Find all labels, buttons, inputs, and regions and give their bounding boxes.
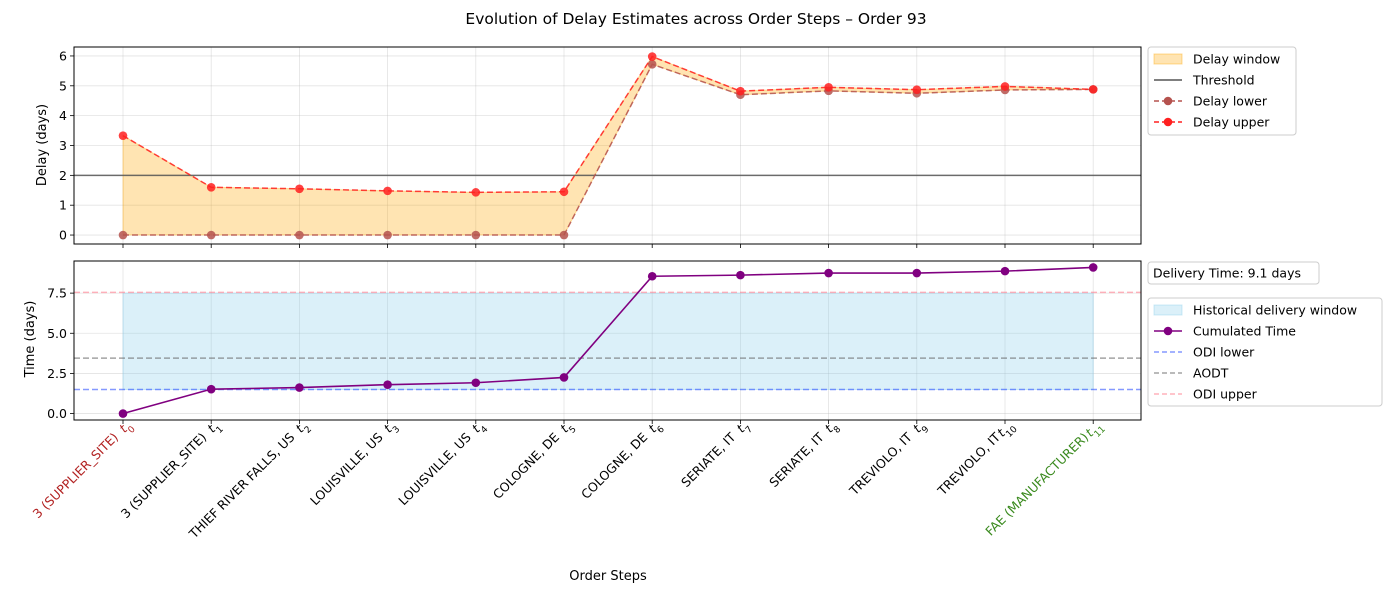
top-ytick-label: 6	[59, 48, 67, 63]
delay-upper-point	[647, 52, 657, 61]
cumulated-time-point	[206, 384, 216, 394]
x-tick-step-label: t1	[204, 418, 226, 440]
legend-label-delay-window: Delay window	[1193, 52, 1280, 67]
delay-lower-point	[383, 230, 392, 240]
cumulated-time-point	[647, 271, 657, 281]
legend-box	[1147, 297, 1383, 407]
delay-lower-point	[206, 230, 216, 240]
bottom-ytick-label: 7.5	[47, 286, 67, 301]
cumulated-time-point	[383, 380, 392, 389]
top-frame	[73, 46, 1142, 245]
bottom-frame	[73, 260, 1142, 421]
legend-label-cumulated-time: Cumulated Time	[1193, 324, 1296, 339]
x-tick-label: LOUISVILLE, US	[395, 429, 474, 508]
top-ytick-label: 5	[59, 78, 67, 93]
x-tick-step-label: t6	[645, 417, 667, 439]
legend-box	[1147, 261, 1320, 285]
x-tick-label: COLOGNE, DE	[578, 429, 650, 501]
delay-upper-point	[559, 187, 569, 197]
delay-upper-point	[471, 188, 481, 197]
delay-upper-point	[912, 85, 922, 94]
x-tick-step-label: t0	[116, 417, 138, 439]
delivery-time-annotation: Delivery Time: 9.1 days	[1153, 266, 1301, 281]
x-tick-label: FAE (MANUFACTURER)	[982, 430, 1091, 539]
delay-upper-point	[118, 131, 128, 140]
legend-label-threshold: Threshold	[1192, 73, 1255, 88]
legend-marker-delay-lower	[1163, 96, 1173, 106]
bottom-ytick-label: 0.0	[47, 406, 67, 421]
delay-lower-point	[647, 60, 657, 69]
bottom-ytick-label: 5.0	[47, 326, 67, 341]
legend-marker-cumulated-time	[1163, 326, 1173, 336]
top-ytick-label: 0	[59, 228, 67, 243]
delay-panel: 0 1 2 3 4 5 6	[59, 46, 1142, 248]
top-ylabel: Delay (days)	[35, 104, 50, 186]
delay-lower-point	[295, 230, 304, 240]
x-tick-step-label: t2	[292, 418, 314, 440]
cumulated-time-point	[736, 270, 745, 280]
legend-label-odi-upper: ODI upper	[1193, 387, 1258, 402]
delay-upper-point	[824, 82, 833, 92]
cumulated-time-point	[912, 268, 922, 278]
legend-label-delay-lower: Delay lower	[1193, 94, 1268, 109]
delay-upper-line	[122, 55, 1094, 194]
cumulated-time-point	[295, 383, 304, 392]
legend-label-aodt: AODT	[1193, 366, 1229, 381]
x-tick-label: 3 (SUPPLIER_SITE)	[118, 430, 210, 522]
bottom-ytick-label: 2.5	[47, 366, 67, 381]
bottom-ylabel: Time (days)	[23, 301, 38, 379]
delay-upper-point	[206, 182, 216, 192]
x-tick-step-label: t7	[733, 418, 755, 440]
legend-swatch-delay-window	[1153, 53, 1183, 65]
x-tick-step-label: t5	[557, 418, 579, 440]
time-legend: Delivery Time: 9.1 days Historical delive…	[1147, 261, 1383, 407]
legend-box	[1147, 46, 1297, 136]
top-ytick-label: 4	[59, 108, 67, 123]
delay-legend: Delay window Threshold Delay lower Delay up…	[1147, 46, 1297, 136]
cumulated-time-point	[471, 378, 481, 388]
delay-upper-point	[295, 184, 304, 194]
legend-marker-delay-upper	[1163, 117, 1173, 127]
x-tick-labels: 3 (SUPPLIER_SITE)t03 (SUPPLIER_SITE)t1TH…	[30, 417, 1108, 542]
x-tick-label: TREVIOLO, IT	[934, 429, 1003, 498]
delay-lower-point	[471, 230, 481, 240]
cumulated-time-point	[824, 268, 833, 278]
top-ytick-label: 2	[59, 168, 67, 183]
delay-upper-point	[1000, 82, 1010, 91]
x-tick-step-label: t9	[910, 417, 932, 439]
time-panel: 0.0 2.5 5.0 7.5	[47, 260, 1142, 424]
x-tick-label: TREVIOLO, IT	[846, 429, 915, 498]
top-ytick-label: 3	[59, 138, 67, 153]
delay-upper-point	[1088, 85, 1098, 94]
delay-upper-point	[383, 186, 392, 196]
x-tick-step-label: t3	[381, 418, 403, 440]
legend-swatch-historical-window	[1153, 304, 1183, 316]
top-ytick-label: 1	[59, 198, 67, 213]
cumulated-time-point	[1000, 266, 1010, 276]
legend-label-delay-upper: Delay upper	[1193, 115, 1270, 130]
x-tick-label: LOUISVILLE, US	[307, 429, 386, 508]
cumulated-time-point	[1088, 263, 1098, 272]
x-axis-label: Order Steps	[569, 569, 647, 584]
legend-label-historical-window: Historical delivery window	[1193, 303, 1357, 318]
x-tick-step-label: t8	[822, 417, 844, 439]
cumulated-time-line	[122, 266, 1094, 415]
x-tick-step-label: t4	[469, 417, 491, 439]
delay-lower-point	[118, 230, 128, 240]
x-tick-label: SERIATE, IT	[766, 429, 827, 490]
delay-lower-point	[559, 230, 569, 240]
historical-window-area	[122, 292, 1094, 390]
x-tick-label: 3 (SUPPLIER_SITE)	[30, 430, 122, 522]
cumulated-time-point	[559, 373, 569, 382]
cumulated-time-point	[118, 409, 128, 418]
x-tick-label: COLOGNE, DE	[490, 429, 562, 501]
x-tick-label: SERIATE, IT	[678, 429, 739, 490]
delay-upper-point	[736, 86, 745, 96]
chart-title: Evolution of Delay Estimates across Orde…	[465, 10, 926, 28]
legend-label-odi-lower: ODI lower	[1193, 345, 1255, 360]
